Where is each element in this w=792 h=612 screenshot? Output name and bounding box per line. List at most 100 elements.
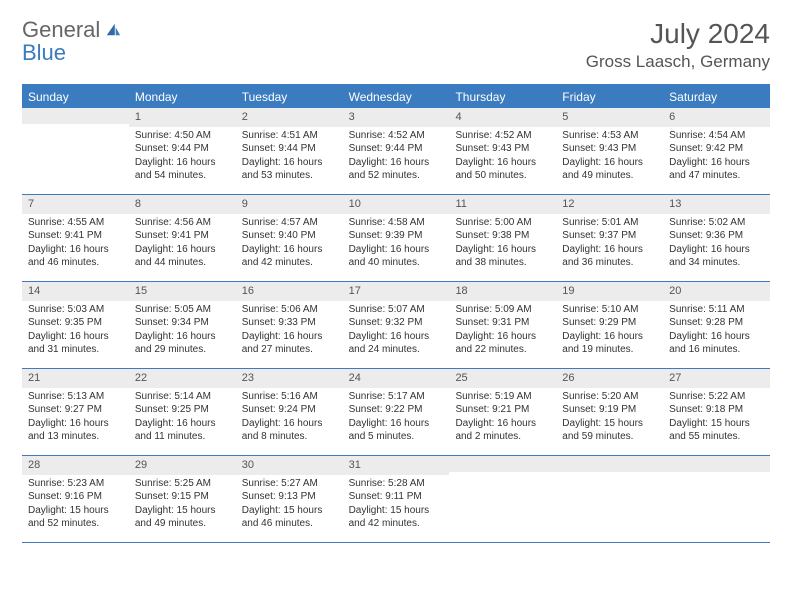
- day-number: 8: [129, 195, 236, 214]
- week-row: 28Sunrise: 5:23 AMSunset: 9:16 PMDayligh…: [22, 456, 770, 543]
- header: GeneralBlue July 2024 Gross Laasch, Germ…: [22, 18, 770, 72]
- daylight-text: Daylight: 15 hours and 52 minutes.: [28, 504, 123, 531]
- sunset-text: Sunset: 9:44 PM: [349, 142, 444, 156]
- sunset-text: Sunset: 9:31 PM: [455, 316, 550, 330]
- week-row: 14Sunrise: 5:03 AMSunset: 9:35 PMDayligh…: [22, 282, 770, 369]
- day-body: Sunrise: 5:00 AMSunset: 9:38 PMDaylight:…: [449, 214, 556, 274]
- day-number: 17: [343, 282, 450, 301]
- day-number: 28: [22, 456, 129, 475]
- day-cell: 7Sunrise: 4:55 AMSunset: 9:41 PMDaylight…: [22, 195, 129, 281]
- day-number: 9: [236, 195, 343, 214]
- day-cell: 11Sunrise: 5:00 AMSunset: 9:38 PMDayligh…: [449, 195, 556, 281]
- weekday-header: Monday: [129, 86, 236, 108]
- sunset-text: Sunset: 9:18 PM: [669, 403, 764, 417]
- day-body: Sunrise: 5:02 AMSunset: 9:36 PMDaylight:…: [663, 214, 770, 274]
- day-body: [22, 124, 129, 130]
- day-cell: 21Sunrise: 5:13 AMSunset: 9:27 PMDayligh…: [22, 369, 129, 455]
- sunrise-text: Sunrise: 5:03 AM: [28, 303, 123, 317]
- sunrise-text: Sunrise: 5:07 AM: [349, 303, 444, 317]
- day-number: 25: [449, 369, 556, 388]
- month-title: July 2024: [586, 18, 770, 50]
- daylight-text: Daylight: 16 hours and 11 minutes.: [135, 417, 230, 444]
- sunrise-text: Sunrise: 4:56 AM: [135, 216, 230, 230]
- daylight-text: Daylight: 16 hours and 27 minutes.: [242, 330, 337, 357]
- day-cell: [449, 456, 556, 542]
- daylight-text: Daylight: 16 hours and 24 minutes.: [349, 330, 444, 357]
- day-cell: 2Sunrise: 4:51 AMSunset: 9:44 PMDaylight…: [236, 108, 343, 194]
- day-body: Sunrise: 5:10 AMSunset: 9:29 PMDaylight:…: [556, 301, 663, 361]
- sunset-text: Sunset: 9:38 PM: [455, 229, 550, 243]
- day-number: 23: [236, 369, 343, 388]
- day-cell: 17Sunrise: 5:07 AMSunset: 9:32 PMDayligh…: [343, 282, 450, 368]
- daylight-text: Daylight: 16 hours and 47 minutes.: [669, 156, 764, 183]
- day-number: 12: [556, 195, 663, 214]
- day-body: Sunrise: 4:55 AMSunset: 9:41 PMDaylight:…: [22, 214, 129, 274]
- day-body: Sunrise: 4:52 AMSunset: 9:43 PMDaylight:…: [449, 127, 556, 187]
- day-cell: 12Sunrise: 5:01 AMSunset: 9:37 PMDayligh…: [556, 195, 663, 281]
- daylight-text: Daylight: 16 hours and 13 minutes.: [28, 417, 123, 444]
- sunrise-text: Sunrise: 5:00 AM: [455, 216, 550, 230]
- day-number: 16: [236, 282, 343, 301]
- sunrise-text: Sunrise: 5:02 AM: [669, 216, 764, 230]
- sunset-text: Sunset: 9:29 PM: [562, 316, 657, 330]
- daylight-text: Daylight: 16 hours and 49 minutes.: [562, 156, 657, 183]
- sunrise-text: Sunrise: 4:54 AM: [669, 129, 764, 143]
- sunrise-text: Sunrise: 5:05 AM: [135, 303, 230, 317]
- daylight-text: Daylight: 16 hours and 34 minutes.: [669, 243, 764, 270]
- day-cell: 31Sunrise: 5:28 AMSunset: 9:11 PMDayligh…: [343, 456, 450, 542]
- day-cell: 5Sunrise: 4:53 AMSunset: 9:43 PMDaylight…: [556, 108, 663, 194]
- day-cell: 3Sunrise: 4:52 AMSunset: 9:44 PMDaylight…: [343, 108, 450, 194]
- day-number: 18: [449, 282, 556, 301]
- day-number: 27: [663, 369, 770, 388]
- sunrise-text: Sunrise: 4:51 AM: [242, 129, 337, 143]
- day-number: 20: [663, 282, 770, 301]
- weekday-header: Tuesday: [236, 86, 343, 108]
- sunset-text: Sunset: 9:37 PM: [562, 229, 657, 243]
- day-number: [663, 456, 770, 472]
- daylight-text: Daylight: 16 hours and 46 minutes.: [28, 243, 123, 270]
- weekday-header-row: Sunday Monday Tuesday Wednesday Thursday…: [22, 86, 770, 108]
- sunset-text: Sunset: 9:19 PM: [562, 403, 657, 417]
- day-number: 5: [556, 108, 663, 127]
- day-body: Sunrise: 4:54 AMSunset: 9:42 PMDaylight:…: [663, 127, 770, 187]
- day-body: Sunrise: 5:05 AMSunset: 9:34 PMDaylight:…: [129, 301, 236, 361]
- calendar: Sunday Monday Tuesday Wednesday Thursday…: [22, 84, 770, 543]
- sunrise-text: Sunrise: 5:09 AM: [455, 303, 550, 317]
- location-label: Gross Laasch, Germany: [586, 52, 770, 72]
- day-body: Sunrise: 5:23 AMSunset: 9:16 PMDaylight:…: [22, 475, 129, 535]
- weekday-header: Saturday: [663, 86, 770, 108]
- day-number: 15: [129, 282, 236, 301]
- daylight-text: Daylight: 15 hours and 59 minutes.: [562, 417, 657, 444]
- sunrise-text: Sunrise: 4:55 AM: [28, 216, 123, 230]
- sunrise-text: Sunrise: 5:27 AM: [242, 477, 337, 491]
- sunrise-text: Sunrise: 5:28 AM: [349, 477, 444, 491]
- daylight-text: Daylight: 16 hours and 2 minutes.: [455, 417, 550, 444]
- day-number: 1: [129, 108, 236, 127]
- day-number: 26: [556, 369, 663, 388]
- daylight-text: Daylight: 16 hours and 54 minutes.: [135, 156, 230, 183]
- sunrise-text: Sunrise: 5:23 AM: [28, 477, 123, 491]
- daylight-text: Daylight: 15 hours and 42 minutes.: [349, 504, 444, 531]
- day-cell: [663, 456, 770, 542]
- weekday-header: Friday: [556, 86, 663, 108]
- sunset-text: Sunset: 9:25 PM: [135, 403, 230, 417]
- day-body: Sunrise: 5:16 AMSunset: 9:24 PMDaylight:…: [236, 388, 343, 448]
- day-body: [663, 472, 770, 478]
- day-number: [556, 456, 663, 472]
- day-cell: 4Sunrise: 4:52 AMSunset: 9:43 PMDaylight…: [449, 108, 556, 194]
- day-number: 7: [22, 195, 129, 214]
- day-cell: 23Sunrise: 5:16 AMSunset: 9:24 PMDayligh…: [236, 369, 343, 455]
- day-number: 31: [343, 456, 450, 475]
- day-body: Sunrise: 5:06 AMSunset: 9:33 PMDaylight:…: [236, 301, 343, 361]
- sunrise-text: Sunrise: 4:53 AM: [562, 129, 657, 143]
- day-body: Sunrise: 5:13 AMSunset: 9:27 PMDaylight:…: [22, 388, 129, 448]
- day-cell: [556, 456, 663, 542]
- daylight-text: Daylight: 16 hours and 31 minutes.: [28, 330, 123, 357]
- daylight-text: Daylight: 15 hours and 55 minutes.: [669, 417, 764, 444]
- day-number: 6: [663, 108, 770, 127]
- daylight-text: Daylight: 16 hours and 29 minutes.: [135, 330, 230, 357]
- sunrise-text: Sunrise: 4:52 AM: [349, 129, 444, 143]
- title-block: July 2024 Gross Laasch, Germany: [586, 18, 770, 72]
- weekday-header: Sunday: [22, 86, 129, 108]
- sunset-text: Sunset: 9:21 PM: [455, 403, 550, 417]
